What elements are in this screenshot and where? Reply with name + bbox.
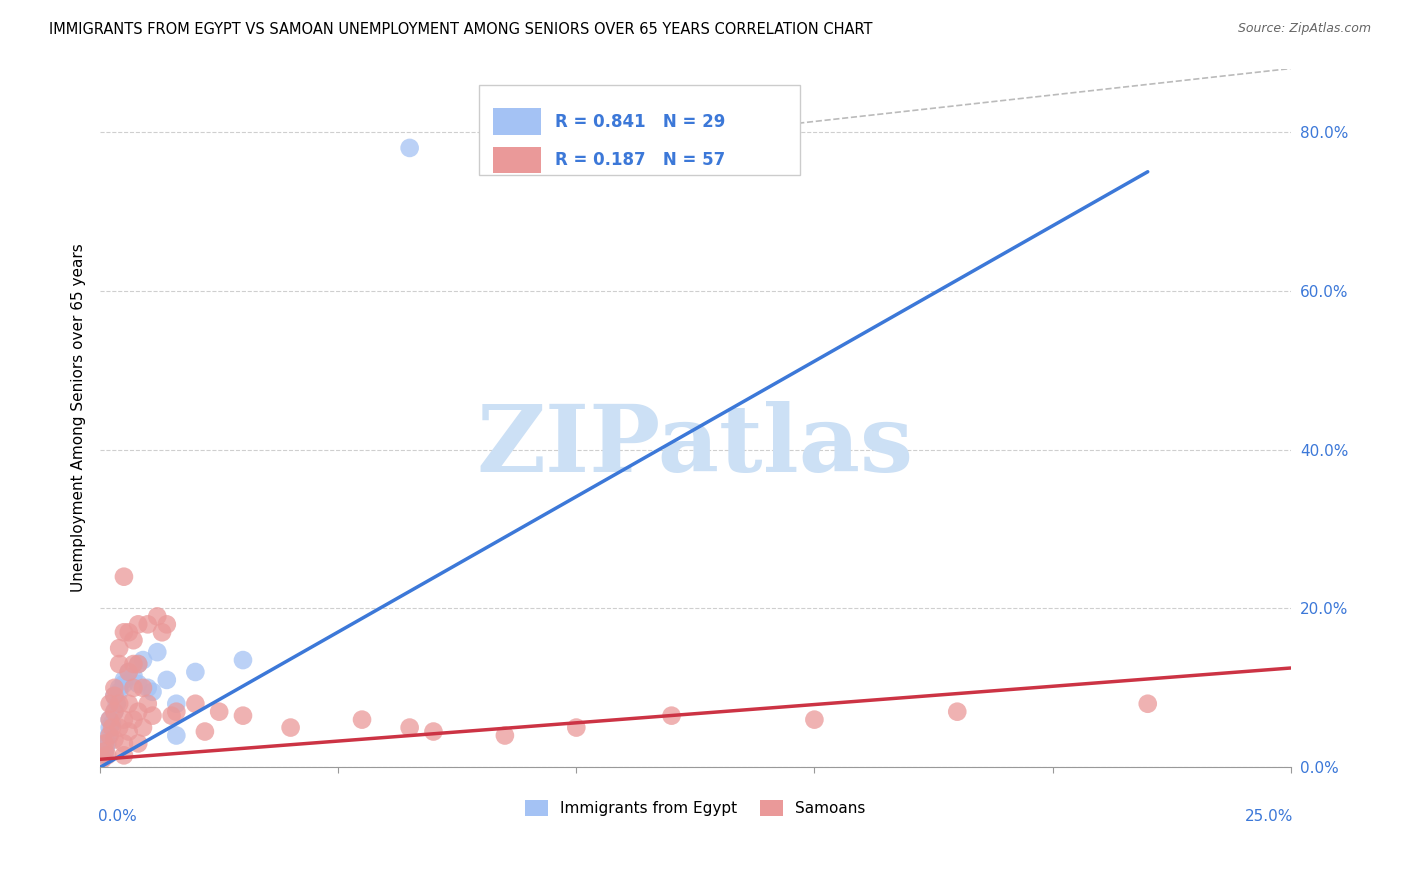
Y-axis label: Unemployment Among Seniors over 65 years: Unemployment Among Seniors over 65 years [72, 244, 86, 592]
Point [93, 744, 115, 758]
Point [136, 617, 159, 632]
Point [112, 677, 135, 691]
Point [98, 729, 121, 743]
Point [94, 748, 117, 763]
Point [132, 721, 155, 735]
Point [103, 705, 125, 719]
Point [118, 665, 141, 679]
Point [946, 705, 969, 719]
Point [122, 669, 145, 683]
Point [232, 653, 254, 667]
Point [141, 708, 163, 723]
Point [101, 721, 124, 735]
Point [103, 689, 125, 703]
Point [112, 713, 135, 727]
Point [105, 697, 128, 711]
Point [156, 617, 179, 632]
Text: ZIPatlas: ZIPatlas [477, 401, 914, 491]
Point [96, 736, 118, 750]
Point [127, 677, 149, 691]
Point [132, 653, 155, 667]
Point [98, 713, 121, 727]
Point [118, 724, 141, 739]
Point [184, 665, 207, 679]
Point [1136, 697, 1159, 711]
FancyBboxPatch shape [494, 147, 540, 173]
Legend: Immigrants from Egypt, Samoans: Immigrants from Egypt, Samoans [519, 794, 872, 822]
Point [803, 713, 825, 727]
Point [160, 708, 183, 723]
Point [136, 681, 159, 695]
Point [422, 724, 444, 739]
Point [98, 713, 121, 727]
Point [112, 625, 135, 640]
Text: 0.0%: 0.0% [98, 809, 136, 824]
Text: R = 0.187   N = 57: R = 0.187 N = 57 [555, 151, 725, 169]
Point [108, 685, 131, 699]
Point [108, 721, 131, 735]
Point [122, 713, 145, 727]
Point [150, 625, 173, 640]
Point [661, 708, 683, 723]
Point [112, 570, 135, 584]
Point [127, 736, 149, 750]
Point [118, 625, 141, 640]
Point [122, 657, 145, 671]
Point [94, 744, 117, 758]
Point [132, 681, 155, 695]
Point [91, 752, 114, 766]
Point [136, 697, 159, 711]
Point [112, 736, 135, 750]
Point [108, 657, 131, 671]
Point [127, 657, 149, 671]
Point [146, 645, 169, 659]
Point [141, 685, 163, 699]
Point [127, 705, 149, 719]
Point [184, 697, 207, 711]
Point [350, 713, 373, 727]
Point [108, 697, 131, 711]
Point [108, 681, 131, 695]
Point [94, 736, 117, 750]
Point [98, 721, 121, 735]
Point [165, 729, 187, 743]
Text: IMMIGRANTS FROM EGYPT VS SAMOAN UNEMPLOYMENT AMONG SENIORS OVER 65 YEARS CORRELA: IMMIGRANTS FROM EGYPT VS SAMOAN UNEMPLOY… [49, 22, 873, 37]
Point [112, 673, 135, 687]
Point [101, 716, 124, 731]
Text: 25.0%: 25.0% [1244, 809, 1294, 824]
Text: R = 0.841   N = 29: R = 0.841 N = 29 [555, 112, 725, 130]
Point [118, 697, 141, 711]
Point [103, 689, 125, 703]
Point [280, 721, 302, 735]
Point [103, 681, 125, 695]
Point [122, 633, 145, 648]
FancyBboxPatch shape [494, 108, 540, 135]
Point [96, 748, 118, 763]
Point [165, 697, 187, 711]
Point [118, 665, 141, 679]
Point [232, 708, 254, 723]
Point [494, 729, 516, 743]
Point [156, 673, 179, 687]
Point [103, 705, 125, 719]
Point [565, 721, 588, 735]
Point [127, 657, 149, 671]
Point [112, 748, 135, 763]
Point [122, 681, 145, 695]
Point [108, 641, 131, 656]
Point [194, 724, 217, 739]
Point [98, 697, 121, 711]
Point [398, 721, 420, 735]
Point [165, 705, 187, 719]
Point [398, 141, 420, 155]
Point [94, 740, 117, 755]
Point [103, 732, 125, 747]
Text: Source: ZipAtlas.com: Source: ZipAtlas.com [1237, 22, 1371, 36]
Point [97, 729, 120, 743]
Point [208, 705, 231, 719]
Point [146, 609, 169, 624]
FancyBboxPatch shape [478, 85, 800, 176]
Point [127, 617, 149, 632]
